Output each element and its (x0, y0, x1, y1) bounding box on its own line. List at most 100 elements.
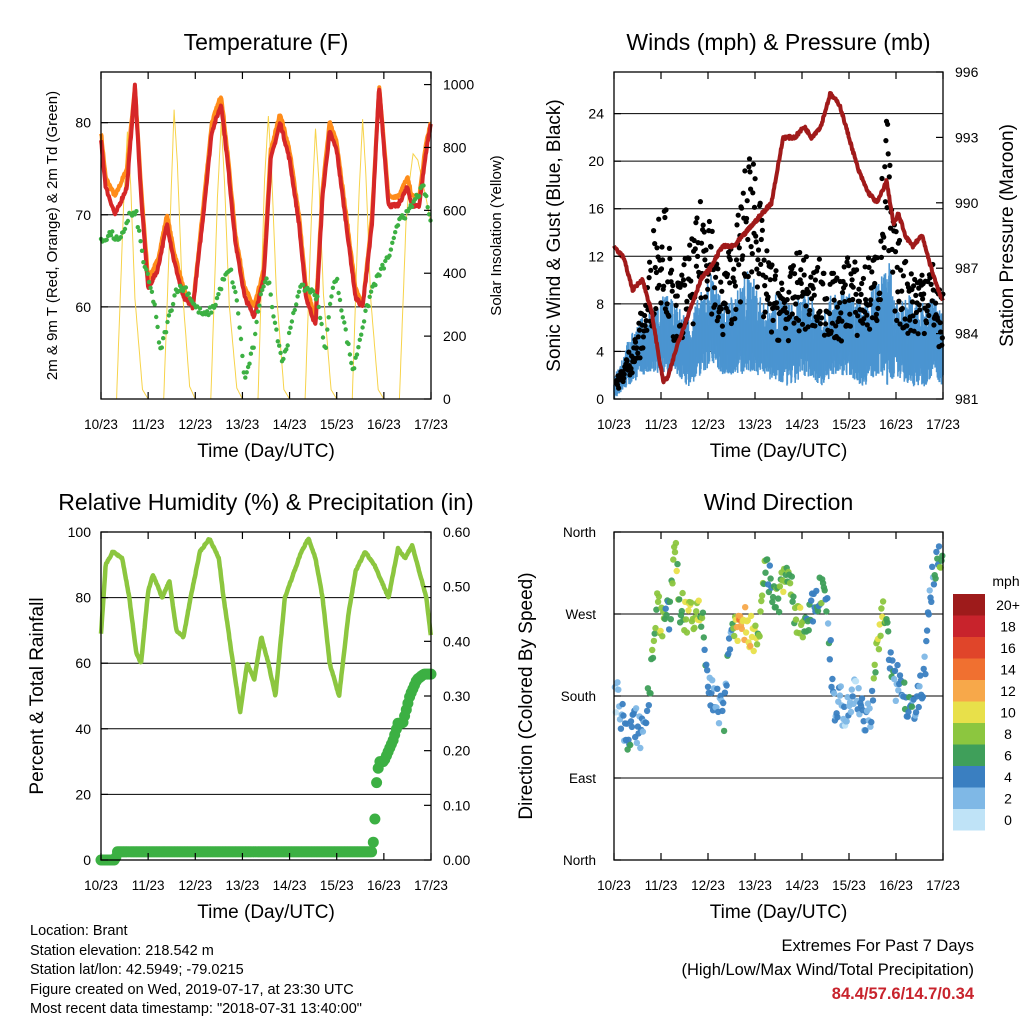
colorbar-label: 8 (1004, 726, 1012, 742)
winds-gust-point (786, 289, 792, 295)
winds-gust-point (808, 296, 815, 302)
winds-gust-point (656, 216, 662, 222)
winds-gust-point (917, 307, 923, 313)
winds-gust-point (799, 321, 806, 327)
winds-gust-point (887, 162, 893, 168)
winds-gust-point (776, 337, 782, 343)
winds-gust-point (797, 249, 803, 256)
temperature-dewpoint-point (161, 336, 166, 341)
direction-direction-point (726, 646, 734, 653)
direction-direction-point (930, 581, 938, 588)
temperature-dewpoint-point (137, 228, 142, 233)
direction-direction-point (632, 705, 640, 712)
temperature-xtick-label: 15/23 (320, 417, 354, 432)
winds-gust-point (909, 299, 916, 305)
direction-direction-point (752, 622, 759, 629)
winds-gust-point (763, 274, 769, 280)
temperature-dewpoint-point (424, 193, 429, 199)
winds-gust-point (692, 246, 698, 252)
temperature-dewpoint-point (275, 339, 280, 344)
direction-direction-point (617, 725, 625, 732)
winds-gust-point (899, 305, 905, 312)
temperature-dewpoint-point (251, 345, 256, 350)
winds-gust-point (646, 275, 652, 281)
direction-ytick-label: South (561, 689, 596, 704)
winds-ylabel: Sonic Wind & Gust (Blue, Black) (544, 99, 565, 371)
winds-gust-point (852, 259, 858, 265)
direction-xtick-label: 11/23 (645, 878, 678, 893)
winds-gust-point (879, 175, 885, 182)
winds-gust-point (684, 298, 690, 304)
winds-gust-point (803, 303, 809, 309)
winds-gust-point (854, 267, 860, 273)
winds-gust-point (795, 317, 802, 323)
winds-gust-point (631, 359, 638, 365)
winds-gust-point (854, 332, 860, 338)
temperature-dewpoint-point (395, 223, 401, 228)
winds-gust-point (821, 332, 828, 338)
temperature-dewpoint-point (244, 370, 249, 375)
direction-direction-point (792, 616, 800, 623)
direction-direction-point (645, 702, 652, 709)
direction-direction-point (708, 689, 715, 697)
temperature-dewpoint-point (233, 289, 238, 295)
winds-gust-point (719, 288, 725, 294)
temperature-dewpoint-point (170, 301, 176, 307)
winds-gust-point (759, 217, 765, 223)
winds-gust-point (679, 272, 685, 278)
direction-direction-point (824, 620, 832, 627)
winds-gust-point (923, 320, 930, 326)
direction-direction-point (799, 634, 806, 641)
winds-gust-point (772, 273, 779, 279)
winds-gust-point (693, 220, 699, 226)
winds-gust-point (706, 218, 713, 225)
winds-gust-point (897, 321, 903, 327)
winds-gust-point (746, 156, 753, 162)
winds-gust-point (739, 205, 745, 211)
temperature-dewpoint-point (325, 327, 330, 332)
direction-direction-point (651, 630, 658, 637)
temperature-dewpoint-point (363, 308, 368, 313)
winds-gust-point (652, 241, 658, 247)
direction-direction-point (639, 728, 647, 735)
winds-gust-point (877, 297, 883, 303)
winds-gust-point (712, 302, 718, 308)
winds-gust-point (749, 251, 755, 257)
direction-direction-point (894, 661, 901, 669)
direction-direction-point (725, 635, 733, 642)
winds-gust-point (629, 370, 635, 376)
direction-direction-point (805, 627, 812, 634)
direction-direction-point (848, 686, 855, 693)
temperature-dewpoint-point (186, 291, 191, 296)
winds-gust-point (846, 263, 852, 269)
colorbar-label: 6 (1004, 748, 1012, 764)
temperature-dewpoint-point (238, 336, 244, 342)
temperature-dewpoint-point (286, 330, 292, 336)
direction-direction-point (742, 629, 750, 636)
winds-gust-point (740, 253, 746, 259)
winds-gust-point (749, 269, 755, 275)
winds-gust-point (758, 236, 764, 243)
humidity-ytick-right-label: 0.30 (443, 688, 470, 704)
direction-direction-point (672, 539, 680, 547)
temperature-ylabel: 2m & 9m T (Red, Orange) & 2m Td (Green) (44, 91, 61, 380)
direction-direction-point (908, 703, 916, 710)
winds-ytick-right-label: 987 (955, 260, 979, 276)
winds-gust-point (864, 312, 870, 318)
humidity-ytick-right-label: 0.60 (443, 524, 470, 540)
winds-gust-point (701, 229, 707, 235)
temperature-dewpoint-point (228, 267, 234, 272)
winds-gust-point (656, 282, 662, 288)
winds-ytick-right-label: 993 (955, 129, 979, 145)
direction-direction-point (870, 675, 877, 682)
temperature-ytick-label: 70 (75, 207, 91, 223)
winds-gust-point (637, 355, 643, 361)
direction-direction-point (704, 683, 712, 690)
direction-direction-point (769, 598, 776, 606)
temperature-dewpoint-point (281, 356, 286, 362)
temperature-dewpoint-point (339, 308, 344, 313)
winds-gust-point (731, 266, 737, 272)
winds-gust-point (926, 312, 932, 319)
winds-gust-point (925, 303, 931, 309)
direction-direction-point (769, 593, 777, 601)
